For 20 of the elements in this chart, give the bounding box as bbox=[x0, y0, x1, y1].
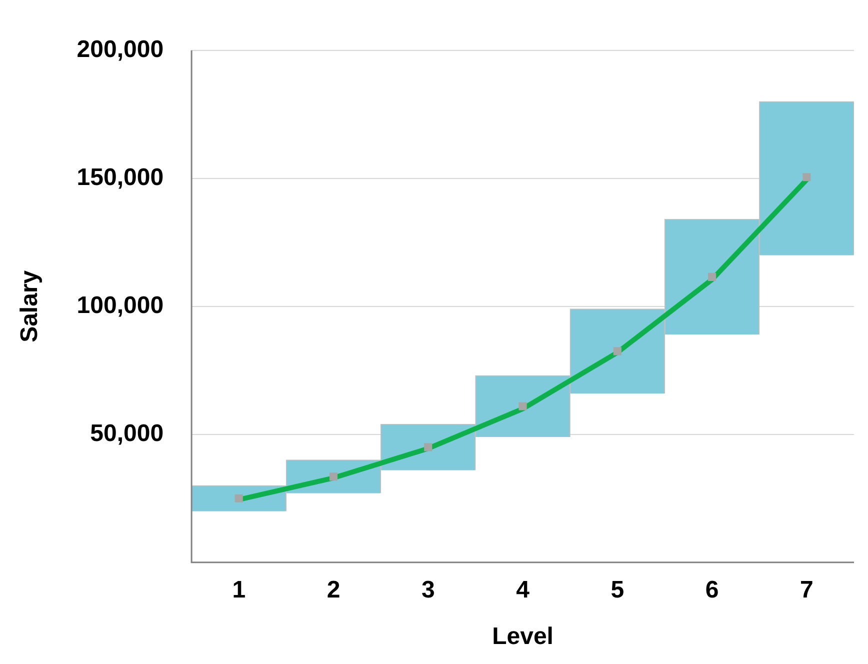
x-tick-label: 1 bbox=[232, 576, 246, 604]
y-tick-label: 150,000 bbox=[76, 164, 164, 192]
y-tick-label: 100,000 bbox=[76, 292, 164, 320]
x-tick-label: 7 bbox=[800, 576, 814, 604]
point bbox=[802, 173, 811, 182]
x-axis-title: Level bbox=[492, 623, 554, 650]
x-tick-label: 2 bbox=[326, 576, 340, 604]
point bbox=[613, 347, 622, 356]
x-tick-label: 6 bbox=[705, 576, 719, 604]
y-tick-label: 200,000 bbox=[76, 36, 164, 64]
point bbox=[234, 494, 243, 502]
y-axis-title: Salary bbox=[16, 270, 44, 342]
point bbox=[708, 272, 716, 281]
x-tick-label: 3 bbox=[421, 576, 435, 604]
point bbox=[424, 443, 432, 452]
x-tick-label: 5 bbox=[610, 576, 624, 604]
y-tick-label: 50,000 bbox=[90, 420, 164, 448]
point bbox=[518, 402, 527, 410]
x-tick-label: 4 bbox=[516, 576, 530, 604]
point bbox=[329, 472, 338, 481]
